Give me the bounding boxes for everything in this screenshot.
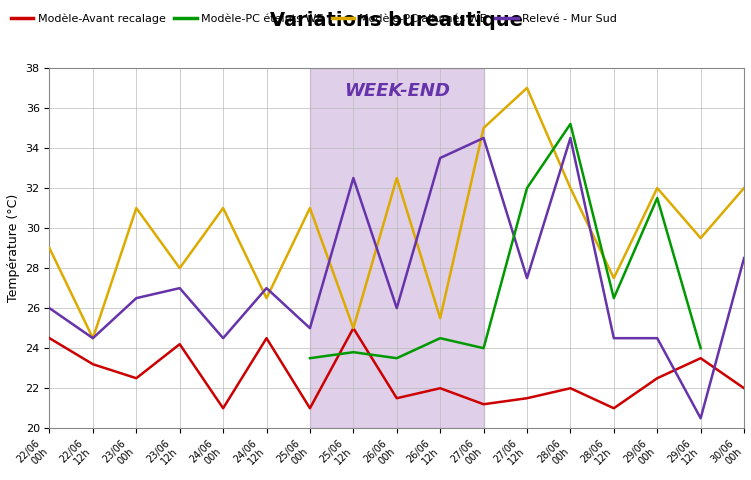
Title: Variations bureautique: Variations bureautique [270,11,523,30]
Text: WEEK-END: WEEK-END [344,82,450,100]
Legend: Modèle-Avant recalage, Modèle-PC éteints WE, Modèle-PC allumés WE, Relevé - Mur : Modèle-Avant recalage, Modèle-PC éteints… [7,9,621,28]
Y-axis label: Température (°C): Température (°C) [7,194,20,302]
Bar [310,68,484,428]
